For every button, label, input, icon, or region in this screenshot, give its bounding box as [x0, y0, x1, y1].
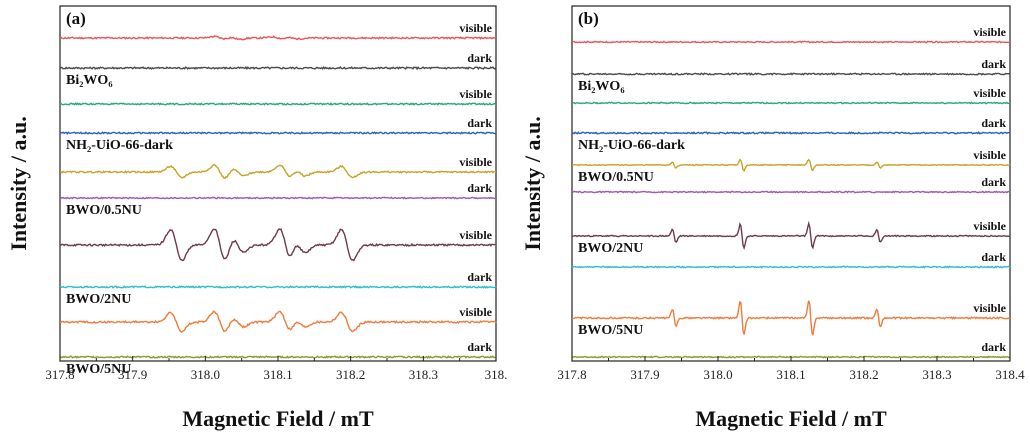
x-axis-title: Magnetic Field / mT	[695, 406, 887, 431]
x-tick-label: 318.2	[849, 367, 878, 382]
condition-label: visible	[973, 301, 1006, 315]
series-line	[571, 158, 1011, 173]
sample-label: NH₂-UiO-66-dark	[578, 138, 685, 153]
x-tick-label: 318.3	[409, 367, 438, 382]
y-axis-title: Intensity / a.u.	[6, 116, 31, 250]
condition-label: visible	[973, 25, 1006, 39]
sample-label: BWO/0.5NU	[578, 170, 654, 185]
series-line	[571, 300, 1011, 336]
x-tick-label: 317.9	[630, 367, 659, 382]
panel-a: (a) visible dark Bi₂WO₆ visible dark NH₂-UiO-6…	[6, 5, 508, 431]
x-tick-label: 318.0	[703, 367, 732, 382]
condition-label: visible	[459, 21, 492, 35]
sample-label: BWO/2NU	[578, 241, 643, 256]
condition-label: dark	[981, 116, 1006, 130]
condition-label: dark	[467, 116, 492, 130]
series-line	[571, 72, 1011, 76]
series-line	[59, 65, 497, 71]
x-tick-label: 318.4	[995, 367, 1025, 382]
panel-b: (b) visible dark Bi₂WO₆ visible dark NH₂-UiO-6…	[520, 5, 1025, 431]
series-line	[571, 265, 1011, 269]
series-line	[571, 131, 1011, 135]
panel-label: (b)	[578, 9, 599, 28]
condition-label: visible	[973, 219, 1006, 233]
condition-label: dark	[467, 181, 492, 195]
x-tick-label: 318.3	[922, 367, 951, 382]
series-line	[60, 228, 496, 262]
condition-label: dark	[981, 340, 1006, 354]
series-line	[571, 190, 1011, 194]
series-line	[571, 101, 1011, 105]
condition-label: visible	[459, 305, 492, 319]
condition-label: dark	[467, 51, 492, 65]
series-line	[59, 35, 497, 41]
series-line	[59, 164, 497, 179]
series-line	[571, 40, 1010, 44]
x-tick-label: 317.9	[118, 367, 147, 382]
condition-label: dark	[467, 340, 492, 354]
condition-label: dark	[981, 250, 1006, 264]
series-line	[59, 310, 497, 333]
sample-label: BWO/5NU	[66, 362, 131, 377]
condition-label: visible	[973, 148, 1006, 162]
x-tick-label: 318.1	[263, 367, 292, 382]
condition-label: dark	[981, 57, 1006, 71]
series-line	[59, 285, 497, 289]
condition-label: visible	[459, 155, 492, 169]
series-line	[59, 196, 497, 200]
sample-label: Bi₂WO₆	[66, 73, 113, 88]
x-tick-label: 317.8	[45, 367, 74, 382]
series-line	[571, 220, 1011, 251]
sample-label: BWO/2NU	[66, 292, 131, 307]
series-line	[59, 131, 497, 135]
condition-label: visible	[459, 228, 492, 242]
x-tick-label: 318.0	[191, 367, 220, 382]
condition-label: visible	[973, 86, 1006, 100]
x-tick-label: 317.8	[557, 367, 586, 382]
x-tick-label: 318.	[485, 367, 508, 382]
y-axis-title: Intensity / a.u.	[520, 116, 545, 250]
sample-label: BWO/0.5NU	[66, 203, 142, 218]
x-tick-label: 318.2	[336, 367, 365, 382]
x-tick-label: 318.1	[776, 367, 805, 382]
condition-label: dark	[981, 175, 1006, 189]
sample-label: Bi₂WO₆	[578, 79, 625, 94]
plot-frame	[59, 5, 497, 362]
x-axis-title: Magnetic Field / mT	[182, 406, 374, 431]
sample-label: BWO/5NU	[578, 323, 643, 338]
series-line	[59, 102, 497, 106]
condition-label: dark	[467, 270, 492, 284]
panel-label: (a)	[66, 9, 86, 28]
condition-label: visible	[459, 87, 492, 101]
sample-label: NH₂-UiO-66-dark	[66, 138, 173, 153]
